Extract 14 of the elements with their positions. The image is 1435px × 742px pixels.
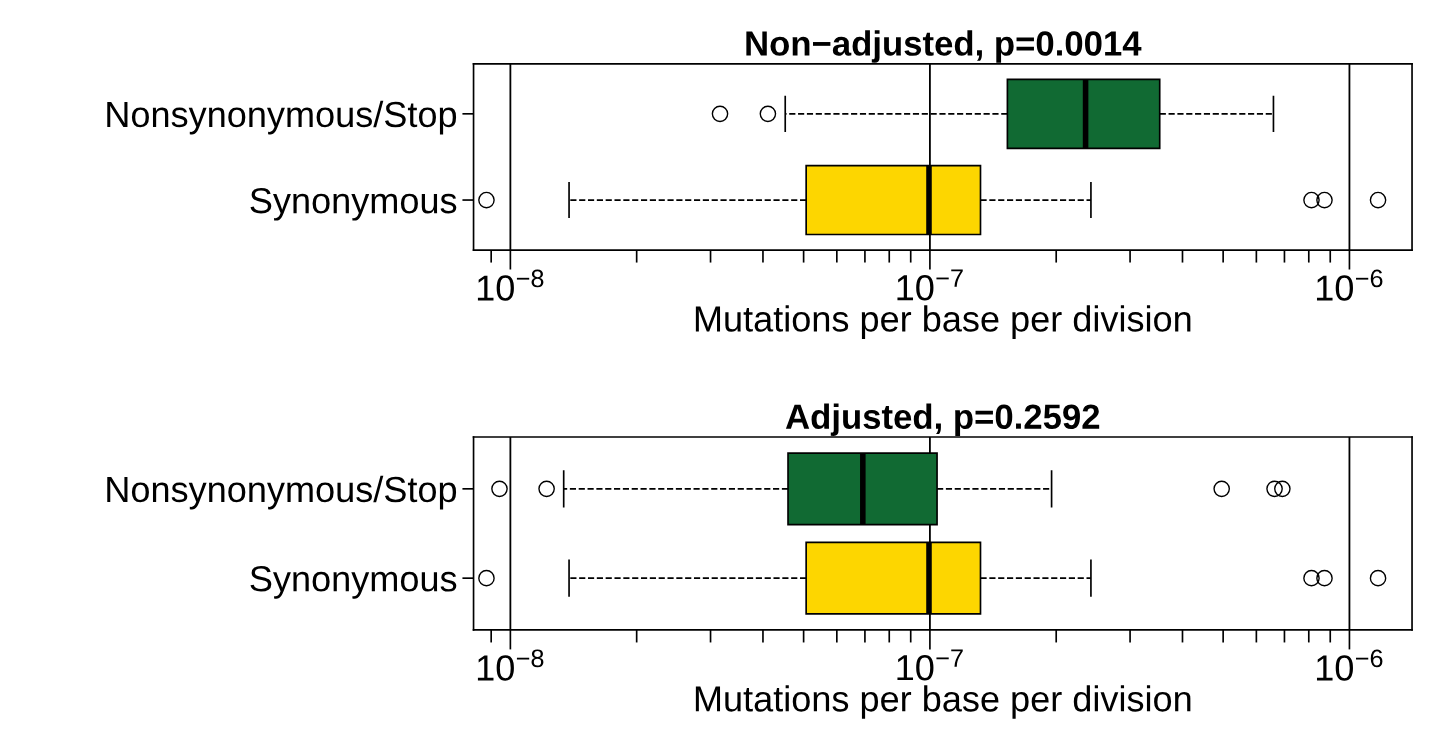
y-tick-label: Nonsynonymous/Stop (107, 100, 457, 135)
chart-title: Adjusted, p=0.2592 (785, 403, 1100, 436)
x-tick-label: 10$^{−7}$ (897, 269, 963, 301)
y-tick-label: Nonsynonymous/Stop (107, 475, 457, 510)
y-tick-label: Synonymous (250, 187, 457, 221)
x-tick-label: 10$^{−6}$ (1316, 649, 1383, 681)
x-axis-title: Mutations per base per division (695, 305, 1191, 339)
y-tick-label: Synonymous (250, 566, 457, 599)
chart-title: Non−adjusted, p=0.0014 (746, 30, 1142, 63)
x-tick-label: 10$^{−8}$ (477, 649, 544, 681)
x-tick-label: 10$^{−7}$ (897, 649, 963, 681)
x-tick-label: 10$^{−6}$ (1316, 269, 1383, 301)
x-tick-label: 10$^{−8}$ (477, 269, 544, 301)
x-axis-title: Mutations per base per division (695, 685, 1191, 719)
